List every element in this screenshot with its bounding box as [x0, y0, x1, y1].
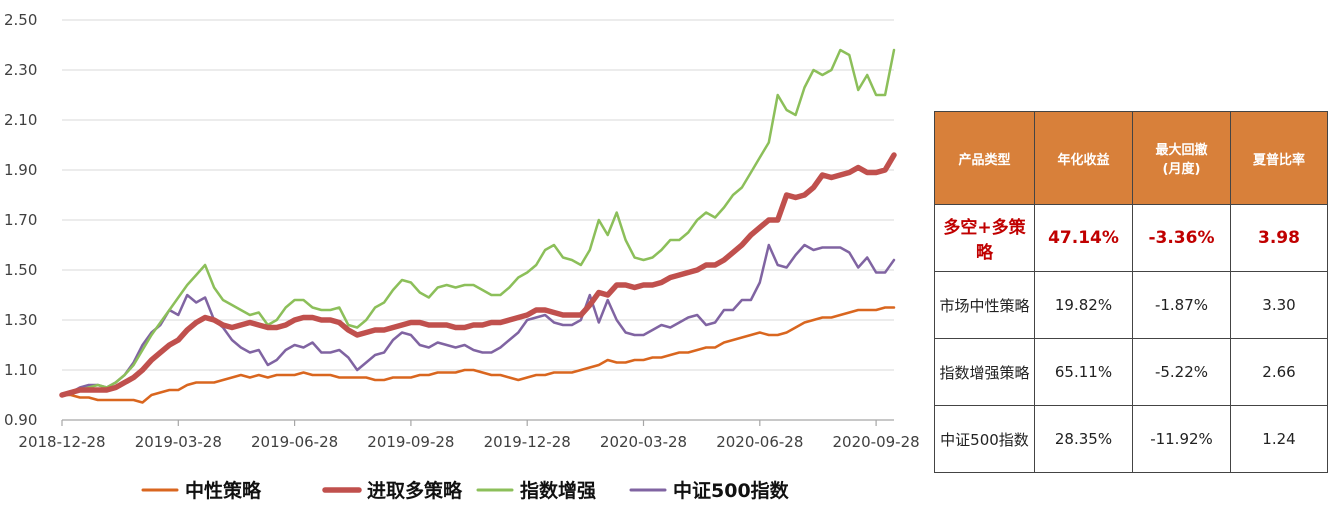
cell-product: 多空+多策略	[934, 204, 1035, 272]
cell-sharpe: 2.66	[1230, 338, 1328, 406]
legend-label: 指数增强	[520, 479, 596, 502]
y-tick-label: 0.90	[4, 411, 37, 429]
table-row: 多空+多策略 47.14% -3.36% 3.98	[934, 204, 1328, 272]
line-chart: 0.90 1.10 1.30 1.50 1.70 1.90 2.10 2.30 2.50 201…	[4, 11, 920, 502]
x-tick-label: 2020-03-28	[600, 433, 687, 451]
x-tick-label: 2020-09-28	[833, 433, 920, 451]
x-tick-label: 2020-06-28	[716, 433, 803, 451]
cell-annual-return: 47.14%	[1034, 204, 1133, 272]
series-line-3	[60, 243, 896, 397]
y-tick-label: 1.70	[4, 211, 37, 229]
series-line-1	[59, 152, 897, 398]
series-line-0	[60, 306, 896, 404]
x-axis: 2018-12-28 2019-03-28 2019-06-28 2019-09-28…	[18, 419, 920, 451]
performance-table: 产品类型 年化收益 最大回撤 (月度) 夏普比率 多空+多策略 47.14% -…	[934, 111, 1328, 473]
cell-annual-return: 65.11%	[1034, 338, 1133, 406]
y-tick-label: 2.30	[4, 61, 37, 79]
cell-max-drawdown: -5.22%	[1132, 338, 1231, 406]
header-max-drawdown: 最大回撤 (月度)	[1132, 111, 1231, 205]
y-tick-label: 2.50	[4, 11, 37, 29]
x-tick-label: 2019-09-28	[367, 433, 454, 451]
x-tick-label: 2019-12-28	[484, 433, 571, 451]
header-sharpe-ratio: 夏普比率	[1230, 111, 1328, 205]
y-tick-label: 2.10	[4, 111, 37, 129]
y-axis-tick-labels: 0.90 1.10 1.30 1.50 1.70 1.90 2.10 2.30 2.50	[4, 11, 37, 429]
x-tick-label: 2018-12-28	[18, 433, 105, 451]
y-tick-label: 1.30	[4, 311, 37, 329]
series-lines	[59, 48, 897, 404]
cell-product: 市场中性策略	[934, 271, 1035, 339]
header-product-type: 产品类型	[934, 111, 1035, 205]
cell-sharpe: 3.98	[1230, 204, 1328, 272]
cell-max-drawdown: -1.87%	[1132, 271, 1231, 339]
y-tick-label: 1.50	[4, 261, 37, 279]
x-tick-label: 2019-06-28	[251, 433, 338, 451]
y-tick-label: 1.90	[4, 161, 37, 179]
legend-label: 进取多策略	[367, 479, 463, 502]
legend-label: 中证500指数	[673, 479, 790, 502]
x-tick-label: 2019-03-28	[135, 433, 222, 451]
table-row: 市场中性策略 19.82% -1.87% 3.30	[934, 271, 1328, 339]
table-row: 中证500指数 28.35% -11.92% 1.24	[934, 405, 1328, 473]
cell-product: 中证500指数	[934, 405, 1035, 473]
table-header-row: 产品类型 年化收益 最大回撤 (月度) 夏普比率	[934, 111, 1328, 205]
table-row: 指数增强策略 65.11% -5.22% 2.66	[934, 338, 1328, 406]
legend-label: 中性策略	[185, 479, 262, 502]
legend: 中性策略 进取多策略 指数增强 中证500指数	[141, 479, 790, 502]
cell-sharpe: 3.30	[1230, 271, 1328, 339]
cell-max-drawdown: -3.36%	[1132, 204, 1231, 272]
y-tick-label: 1.10	[4, 361, 37, 379]
cell-annual-return: 28.35%	[1034, 405, 1133, 473]
cell-sharpe: 1.24	[1230, 405, 1328, 473]
series-line-2	[60, 48, 896, 397]
header-annual-return: 年化收益	[1034, 111, 1133, 205]
cell-max-drawdown: -11.92%	[1132, 405, 1231, 473]
cell-product: 指数增强策略	[934, 338, 1035, 406]
cell-annual-return: 19.82%	[1034, 271, 1133, 339]
